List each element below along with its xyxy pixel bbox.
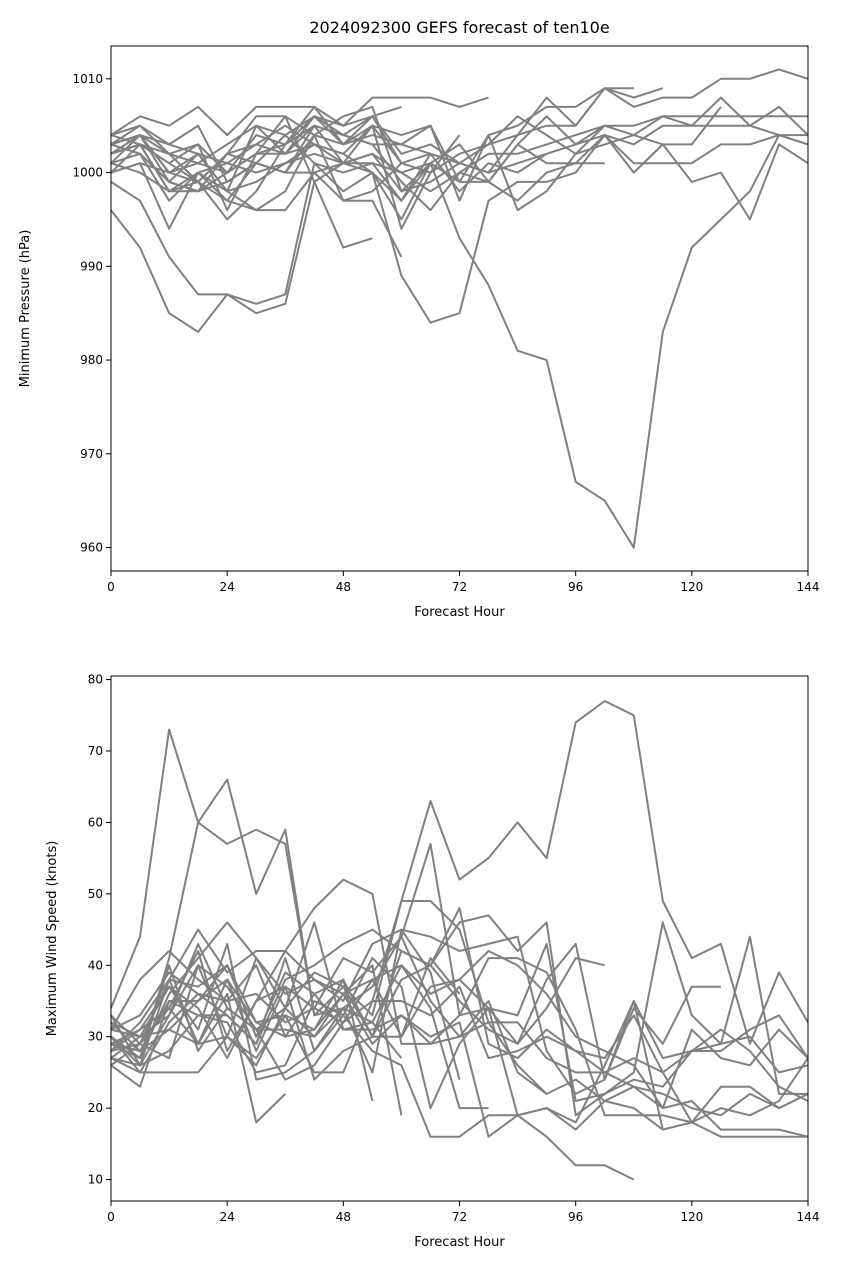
pressure-member-line-13	[110, 115, 808, 202]
pressure-y-tick-label: 990	[80, 259, 103, 273]
wind-x-tick-label: 72	[452, 1210, 467, 1224]
wind-y-tick-label: 20	[88, 1101, 103, 1115]
wind-x-tick-label: 24	[220, 1210, 235, 1224]
wind-y-tick-label: 80	[88, 673, 103, 687]
wind-panel: 0 24 48 72 96 120 144 10 20 30 40 50 60 70 80 Forecas…	[45, 673, 819, 1250]
wind-y-tick-label: 30	[88, 1030, 103, 1044]
wind-y-tick-label: 40	[88, 958, 103, 972]
pressure-member-line-21	[110, 124, 403, 183]
pressure-x-ticks: 0 24 48 72 96 120 144	[107, 571, 819, 594]
pressure-panel: 0 24 48 72 96 120 144 960 970 980 990 1000 1010 For…	[18, 45, 819, 620]
pressure-y-tick-label: 980	[80, 353, 103, 367]
wind-member-line-23	[110, 935, 548, 1095]
wind-y-axis-label: Maximum Wind Speed (knots)	[45, 841, 60, 1037]
pressure-member-line-19	[110, 105, 402, 193]
pressure-y-tick-label: 1000	[72, 166, 103, 180]
pressure-y-axis-label: Minimum Pressure (hPa)	[18, 230, 33, 388]
wind-x-tick-label: 96	[568, 1210, 583, 1224]
pressure-x-tick-label: 120	[680, 580, 703, 594]
pressure-member-line-12	[110, 124, 606, 212]
wind-x-tick-label: 0	[107, 1210, 115, 1224]
pressure-x-tick-label: 24	[220, 580, 235, 594]
pressure-x-tick-label: 72	[452, 580, 467, 594]
pressure-x-tick-label: 48	[336, 580, 351, 594]
wind-x-tick-label: 48	[336, 1210, 351, 1224]
wind-x-axis-label: Forecast Hour	[414, 1235, 505, 1250]
wind-member-line-3	[110, 878, 809, 1102]
wind-member-line-1	[110, 700, 809, 1045]
wind-member-line-20	[110, 985, 809, 1074]
wind-y-tick-label: 50	[88, 887, 103, 901]
wind-x-ticks: 0 24 48 72 96 120 144	[107, 1201, 819, 1224]
wind-member-line-9	[110, 942, 809, 1131]
wind-axes-frame	[110, 675, 809, 1202]
pressure-y-ticks: 960 970 980 990 1000 1010	[72, 72, 111, 555]
wind-y-tick-label: 70	[88, 744, 103, 758]
wind-member-line-22	[110, 964, 374, 1102]
wind-y-ticks: 10 20 30 40 50 60 70 80	[88, 673, 111, 1187]
wind-x-tick-label: 120	[680, 1210, 703, 1224]
pressure-member-line-20	[110, 143, 432, 202]
pressure-x-axis-label: Forecast Hour	[414, 605, 505, 620]
pressure-axes-frame	[110, 45, 809, 572]
wind-x-tick-label: 144	[797, 1210, 820, 1224]
pressure-y-tick-label: 1010	[72, 72, 103, 86]
wind-member-line-16	[110, 928, 461, 1080]
pressure-y-tick-label: 960	[80, 541, 103, 555]
wind-member-line-19	[110, 957, 403, 1059]
wind-series-lines	[110, 700, 809, 1181]
pressure-member-line-18	[110, 115, 373, 249]
pressure-x-tick-label: 144	[797, 580, 820, 594]
pressure-x-tick-label: 0	[107, 580, 115, 594]
pressure-x-tick-label: 96	[568, 580, 583, 594]
wind-y-tick-label: 60	[88, 815, 103, 829]
wind-y-tick-label: 10	[88, 1173, 103, 1187]
chart-title: 2024092300 GEFS forecast of ten10e	[309, 18, 609, 37]
pressure-series-lines	[110, 68, 809, 549]
pressure-member-line-17	[110, 143, 403, 258]
pressure-member-line-2	[110, 134, 809, 549]
pressure-y-tick-label: 970	[80, 447, 103, 461]
pressure-member-line-6	[110, 96, 489, 137]
